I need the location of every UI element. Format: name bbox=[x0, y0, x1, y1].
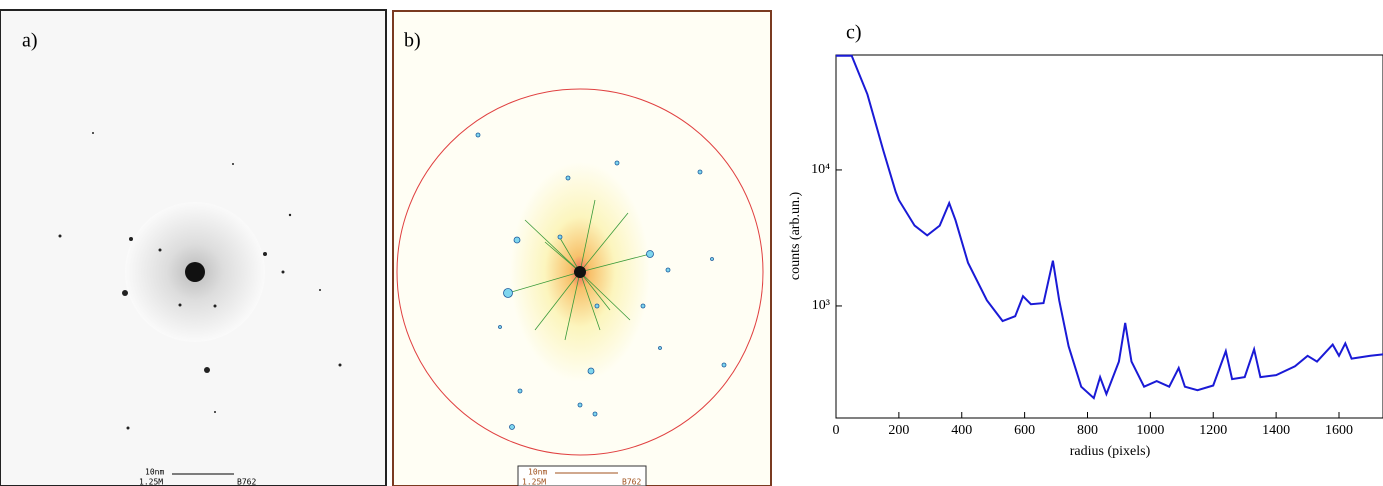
plot-frame bbox=[835, 54, 1383, 419]
diffraction-spots bbox=[58, 132, 342, 430]
x-tick-label: 1000 bbox=[1136, 423, 1164, 438]
detected-spots bbox=[475, 132, 727, 430]
vectors bbox=[507, 199, 651, 341]
magnification: 1.25M bbox=[522, 478, 546, 486]
panel-label: b) bbox=[404, 30, 421, 52]
y-axis-label: counts (arb.un.) bbox=[788, 192, 803, 281]
image-id: B762 bbox=[237, 478, 256, 486]
x-tick-label: 1600 bbox=[1325, 423, 1353, 438]
data-line bbox=[836, 54, 1383, 400]
x-tick-label: 800 bbox=[1077, 423, 1098, 438]
central-spot bbox=[185, 262, 205, 282]
panel-label: a) bbox=[22, 30, 38, 52]
scale-text: 10nm bbox=[145, 468, 164, 477]
scale-box bbox=[517, 465, 647, 486]
panel-label: c) bbox=[846, 22, 862, 44]
center bbox=[574, 266, 586, 278]
x-tick-label: 400 bbox=[951, 423, 972, 438]
mask-circle bbox=[396, 88, 764, 456]
x-tick-label: 1200 bbox=[1199, 423, 1227, 438]
x-tick-label: 1400 bbox=[1262, 423, 1290, 438]
x-tick-label: 0 bbox=[833, 423, 840, 438]
y-tick-label: 10³ bbox=[812, 298, 830, 313]
scale-text: 10nm bbox=[528, 468, 547, 477]
image-id: B762 bbox=[622, 478, 641, 486]
x-axis-label: radius (pixels) bbox=[1070, 444, 1151, 459]
x-tick-label: 600 bbox=[1014, 423, 1035, 438]
y-tick-label: 10⁴ bbox=[811, 162, 830, 177]
x-tick-label: 200 bbox=[888, 423, 909, 438]
magnification: 1.25M bbox=[139, 478, 163, 486]
